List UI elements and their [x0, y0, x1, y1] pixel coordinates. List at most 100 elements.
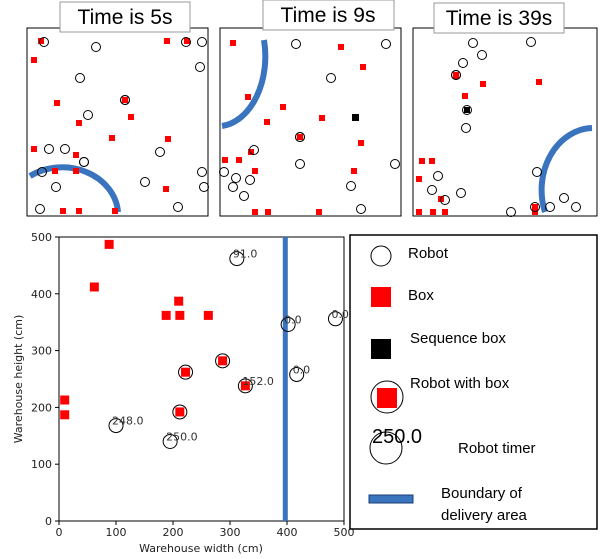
robot-timer-label: 0.0	[293, 363, 311, 376]
box-marker	[245, 94, 251, 100]
box-marker	[480, 81, 486, 87]
legend-robot-timer-label: Robot timer	[458, 440, 536, 457]
box-marker	[265, 209, 271, 215]
y-axis-label: Warehouse height (cm)	[12, 315, 25, 444]
robot-marker	[506, 207, 516, 217]
robot-with-box-square	[175, 407, 185, 417]
robot-marker	[140, 177, 150, 187]
robot-with-box-marker	[295, 132, 305, 142]
panel-1-boundary-arc	[28, 164, 121, 213]
box-marker	[76, 208, 82, 214]
box-marker	[462, 93, 468, 99]
robot-marker	[468, 38, 478, 48]
robot-with-box-marker	[79, 157, 89, 167]
robot-marker	[461, 123, 471, 133]
panel-1-title: Time is 5s	[78, 6, 173, 29]
legend-robot-with-box-box	[377, 388, 397, 408]
box-marker	[52, 168, 58, 174]
robot-point	[229, 251, 245, 267]
box-marker	[76, 120, 82, 126]
panel-2-boxes	[222, 40, 366, 215]
robot-marker	[39, 37, 49, 47]
panel-2: Time is 9s	[219, 0, 402, 217]
box-marker	[109, 135, 115, 141]
robot-marker	[37, 167, 47, 177]
x-axis-ticks: 0 100 200 300 400 500	[56, 521, 355, 539]
robot-marker	[532, 167, 542, 177]
box-marker	[60, 208, 66, 214]
panel-3-frame	[412, 27, 598, 217]
robot-with-box-box	[453, 72, 459, 78]
robot-timer-label: 0.0	[331, 308, 349, 321]
panel-3-title-box	[433, 2, 565, 34]
legend-robot-timer-marker	[369, 431, 403, 465]
panel-1: Time is 5s	[26, 1, 209, 217]
panel-2-boundary-arc	[221, 39, 269, 129]
box-marker	[164, 38, 170, 44]
robot-with-box-marker	[451, 70, 461, 80]
box-point	[174, 296, 184, 306]
y-tick-label: 500	[31, 231, 52, 244]
legend-sequence-box-marker	[371, 339, 391, 359]
robot-with-box-square	[181, 367, 191, 377]
box-marker	[351, 168, 357, 174]
robot-marker	[571, 202, 581, 212]
robot-marker	[155, 147, 165, 157]
robot-with-box-square	[218, 356, 228, 366]
robot-marker	[433, 171, 443, 181]
legend-robot-with-box-marker	[370, 380, 404, 414]
legend-robot-label: Robot	[408, 245, 449, 262]
panel-2-robots-with-box	[295, 132, 305, 142]
robot-marker	[381, 39, 391, 49]
box-marker	[429, 158, 435, 164]
box-marker	[338, 44, 344, 50]
box-point	[89, 282, 99, 292]
box-marker	[73, 152, 79, 158]
robot-marker	[295, 159, 305, 169]
x-tick-label: 200	[163, 526, 184, 539]
box-marker	[31, 146, 37, 152]
robot-marker	[458, 58, 468, 68]
robot-marker	[195, 62, 205, 72]
x-tick-label: 400	[277, 526, 298, 539]
panel-1-robots	[35, 37, 209, 214]
robot-marker	[197, 37, 207, 47]
box-marker	[73, 168, 79, 174]
robot-marker	[199, 182, 209, 192]
panel-3-robots	[427, 37, 581, 217]
robot-marker	[181, 37, 191, 47]
robot-marker	[228, 182, 238, 192]
legend-boundary-label-1: Boundary of	[441, 485, 523, 502]
robot-marker	[390, 159, 400, 169]
robot-marker	[245, 175, 255, 185]
robot-marker	[456, 188, 466, 198]
y-tick-label: 0	[45, 515, 52, 528]
panel-1-frame	[26, 27, 209, 217]
panel-1-title-box	[59, 1, 191, 33]
box-marker	[416, 176, 422, 182]
box-point	[175, 310, 185, 320]
robot-marker	[51, 182, 61, 192]
box-marker	[360, 64, 366, 70]
x-tick-label: 100	[106, 526, 127, 539]
x-tick-label: 300	[220, 526, 241, 539]
robot-marker	[75, 73, 85, 83]
box-marker	[536, 79, 542, 85]
robot-marker	[291, 39, 301, 49]
box-marker	[163, 186, 169, 192]
box-marker	[165, 136, 171, 142]
y-tick-label: 300	[31, 345, 52, 358]
robot-marker	[44, 144, 54, 154]
box-marker	[112, 208, 118, 214]
robot-point	[327, 311, 343, 327]
legend-box-label: Box	[408, 287, 434, 304]
panel-3-robots-with-box	[451, 70, 540, 212]
robot-marker	[326, 73, 336, 83]
box-marker	[248, 149, 254, 155]
robot-marker	[239, 191, 249, 201]
legend-box-marker	[371, 287, 391, 307]
robot-marker	[559, 193, 569, 203]
box-marker	[222, 157, 228, 163]
legend-robot-with-box-label: Robot with box	[410, 375, 510, 392]
box-point	[161, 310, 171, 320]
